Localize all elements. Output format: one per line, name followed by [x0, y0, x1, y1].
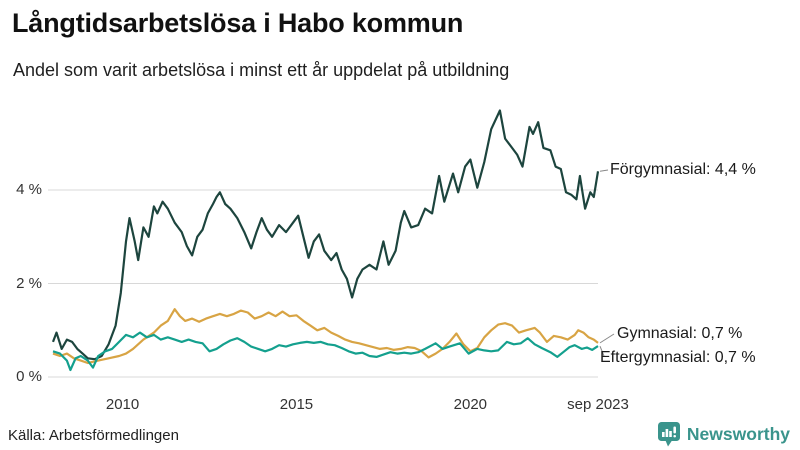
- series-lines: [51, 109, 600, 372]
- series-label-gymnasial: Gymnasial: 0,7 %: [617, 325, 743, 342]
- gridlines: [48, 189, 598, 378]
- chart-subtitle: Andel som varit arbetslösa i minst ett å…: [13, 60, 510, 80]
- series-line-eftergymnasial: [52, 331, 599, 372]
- y-tick-label: 0 %: [16, 368, 42, 385]
- x-tick-label: 2015: [279, 396, 314, 413]
- y-tick-label: 2 %: [16, 274, 42, 292]
- label-connectors: [599, 169, 615, 357]
- y-tick-label: 4 %: [16, 181, 42, 198]
- x-tick-label: sep 2023: [567, 396, 629, 413]
- source-credit: Källa: Arbetsförmedlingen: [8, 427, 179, 444]
- newsworthy-chart-bubble-icon: [657, 422, 680, 447]
- newsworthy-logo[interactable]: Newsworthy: [657, 421, 790, 447]
- series-label-eftergymnasial: Eftergymnasial: 0,7 %: [600, 349, 756, 366]
- page-title: Långtidsarbetslösa i Habo kommun: [12, 8, 464, 38]
- series-line-gymnasial: [52, 308, 599, 365]
- brand-name: Newsworthy: [686, 423, 790, 444]
- x-tick-label: 2010: [105, 396, 140, 413]
- x-tick-label: 2020: [453, 396, 488, 413]
- series-label-forgymnasial: Förgymnasial: 4,4 %: [610, 161, 756, 178]
- series-line-förgymnasial: [51, 109, 600, 361]
